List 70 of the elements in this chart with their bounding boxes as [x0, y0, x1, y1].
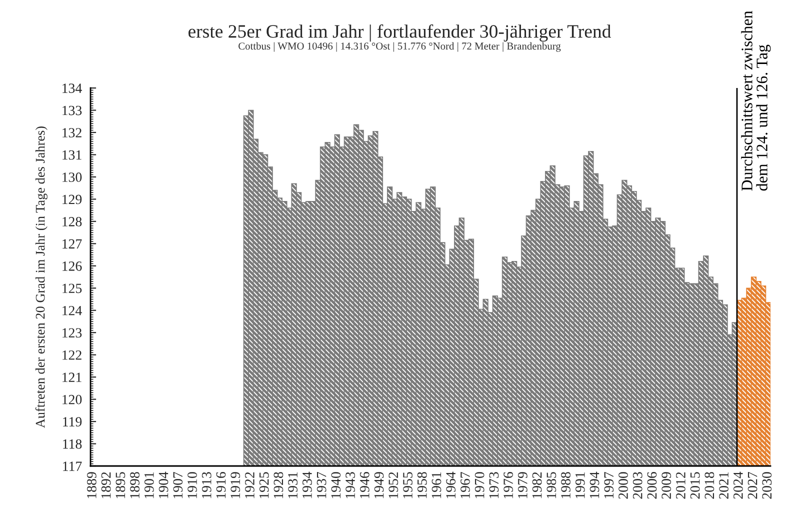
y-tick-label: 124: [62, 306, 82, 316]
x-tick-label: 2009: [662, 472, 672, 499]
x-tick-label: 1988: [561, 472, 570, 498]
x-tick-label: 1991: [575, 472, 585, 498]
x-tick-label: 1898: [130, 472, 140, 498]
x-tick-label: 2024: [733, 472, 743, 499]
y-tick-label: 125: [62, 284, 82, 294]
y-tick-label: 132: [62, 128, 82, 138]
x-tick-label: 1964: [446, 472, 456, 498]
x-tick-label: 1982: [532, 472, 542, 498]
x-tick-label: 1907: [173, 472, 183, 498]
y-tick-label: 122: [62, 350, 82, 360]
x-tick-label: 2012: [676, 472, 686, 499]
x-tick-label: 1913: [202, 472, 212, 498]
x-tick-label: 1928: [274, 472, 284, 498]
y-tick-label: 120: [62, 394, 82, 404]
x-tick-label: 1901: [144, 472, 154, 498]
y-tick-label: 117: [63, 462, 82, 471]
x-tick-label: 2003: [632, 472, 642, 499]
x-tick-label: 1892: [101, 472, 111, 498]
ref-line-label: Durchschnittswert zwischen dem 124. und 126. Tag: [741, 10, 771, 191]
x-tick-label: 1946: [360, 472, 370, 498]
x-tick-label: 1979: [518, 472, 528, 498]
y-tick-label: 131: [62, 150, 82, 160]
y-tick-label: 130: [62, 172, 82, 182]
y-tick-label: 128: [62, 216, 82, 226]
x-tick-label: 1937: [316, 472, 326, 498]
x-tick-label: 1934: [302, 472, 312, 498]
x-tick-label: 1904: [158, 472, 168, 498]
y-tick-label: 126: [62, 262, 82, 271]
x-tick-label: 1925: [259, 472, 269, 498]
x-tick-label: 1958: [417, 472, 427, 498]
x-tick-label: 1949: [374, 472, 384, 498]
x-tick-label: 1895: [116, 472, 126, 498]
y-tick-label: 133: [62, 106, 82, 116]
x-tick-label: 1910: [188, 472, 197, 498]
x-tick-label: 1943: [346, 472, 355, 498]
x-tick-label: 1952: [388, 472, 398, 498]
x-tick-label: 1967: [460, 472, 470, 498]
y-tick-label: 121: [62, 372, 82, 382]
x-tick-label: 2000: [618, 472, 628, 499]
x-tick-label: 2015: [690, 472, 700, 499]
x-tick-label: 1973: [489, 472, 499, 498]
x-tick-label: 1889: [87, 472, 96, 498]
x-tick-label: 1994: [590, 472, 600, 498]
y-tick-label: 129: [62, 194, 82, 204]
x-tick-label: 1970: [474, 472, 484, 498]
y-tick-label: 123: [62, 328, 82, 338]
chart-title: erste 25er Grad im Jahr | fortlaufender 30-jähriger Trend: [188, 24, 611, 42]
x-tick-label: 1916: [216, 472, 226, 498]
x-tick-label: 1985: [546, 472, 556, 498]
y-axis-title: Auftreten der ersten 20 Grad im Jahr (in Tage des Jahres): [35, 126, 48, 428]
x-tick-label: 2021: [719, 472, 728, 499]
y-tick-label: 127: [62, 239, 82, 248]
x-tick-label: 1997: [604, 472, 614, 498]
x-tick-label: 1976: [504, 472, 513, 498]
y-tick-label: 119: [63, 417, 82, 426]
y-tick-label: 118: [63, 439, 82, 449]
x-tick-label: 1940: [331, 472, 341, 498]
x-tick-label: 1931: [288, 472, 298, 498]
x-tick-label: 2018: [704, 472, 714, 499]
x-tick-label: 2030: [762, 472, 772, 499]
x-tick-label: 2027: [748, 472, 758, 499]
x-tick-label: 1961: [432, 472, 442, 498]
chart-subtitle: Cottbus | WMO 10496 | 14.316 °Ost | 51.776 °Nord | 72 Meter | Brandenburg: [238, 42, 561, 52]
x-tick-label: 1922: [245, 472, 254, 498]
x-tick-label: 2006: [647, 472, 657, 499]
y-tick-label: 134: [62, 84, 82, 93]
x-tick-label: 1919: [230, 472, 240, 498]
x-tick-label: 1955: [403, 472, 412, 498]
